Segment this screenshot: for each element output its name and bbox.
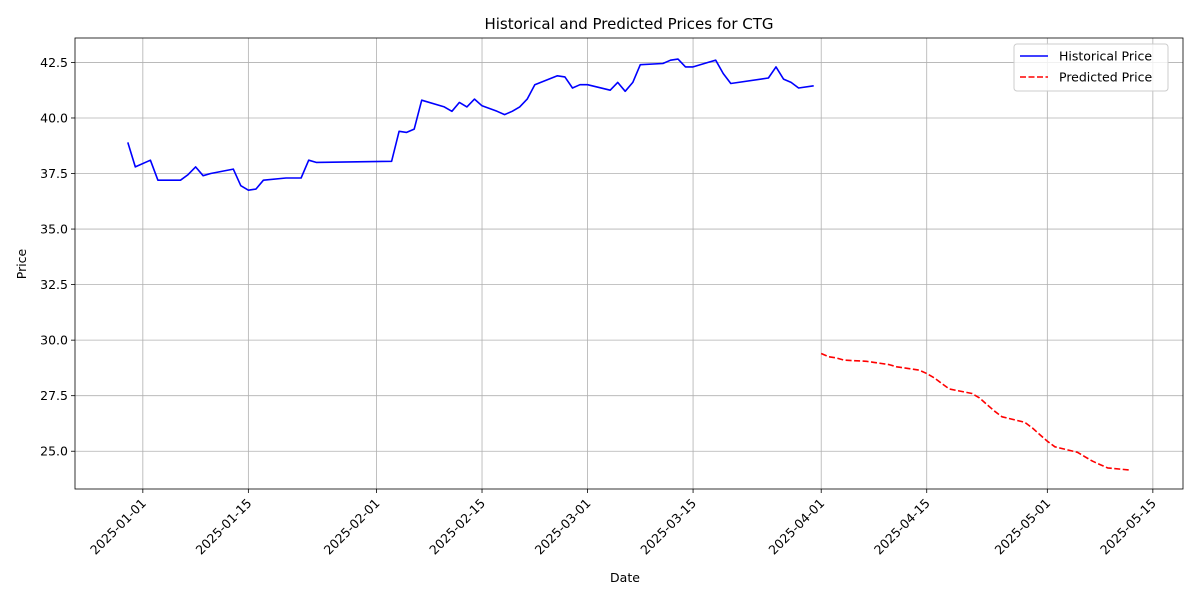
y-axis-ticks: 25.0 27.5 30.0 32.5 35.0 37.5 40.0 42.5 bbox=[40, 55, 75, 459]
series-line-historical bbox=[127, 58, 814, 191]
y-tick-label: 42.5 bbox=[40, 55, 68, 70]
x-axis-label: Date bbox=[610, 570, 640, 585]
y-tick-label: 27.5 bbox=[40, 388, 68, 403]
legend-label-predicted: Predicted Price bbox=[1059, 70, 1152, 85]
legend-label-historical: Historical Price bbox=[1059, 49, 1152, 64]
y-axis-label: Price bbox=[14, 248, 29, 279]
y-tick-label: 35.0 bbox=[40, 222, 68, 237]
y-tick-label: 40.0 bbox=[40, 110, 68, 125]
plot-frame bbox=[74, 37, 1184, 490]
chart-title: Historical and Predicted Prices for CTG bbox=[484, 15, 773, 33]
y-tick-label: 37.5 bbox=[40, 166, 68, 181]
y-tick-label: 30.0 bbox=[40, 333, 68, 348]
y-tick-label: 32.5 bbox=[40, 277, 68, 292]
series-line-predicted bbox=[820, 352, 1131, 471]
grid-lines bbox=[75, 38, 1183, 489]
legend: Historical Price Predicted Price bbox=[1013, 43, 1169, 92]
plot-background bbox=[75, 38, 1183, 489]
y-tick-label: 25.0 bbox=[40, 444, 68, 459]
legend-box bbox=[1013, 43, 1169, 92]
data-series bbox=[127, 58, 1131, 471]
